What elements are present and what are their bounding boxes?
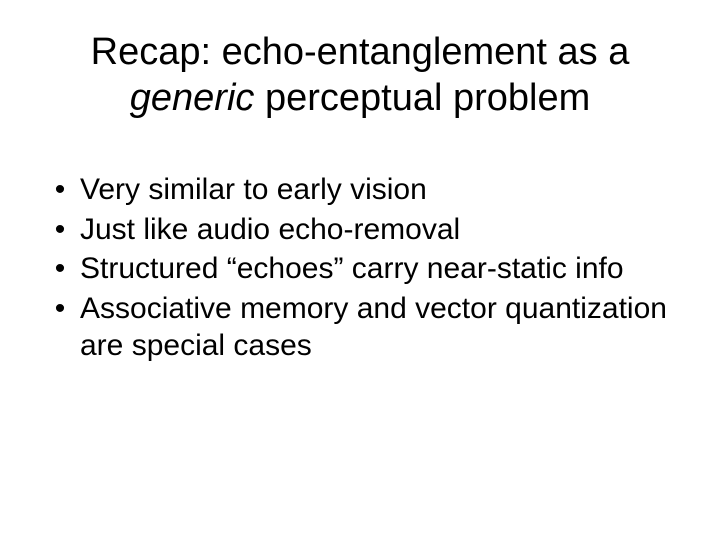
bullet-text: Associative memory and vector quantizati…: [80, 290, 680, 365]
list-item: • Associative memory and vector quantiza…: [40, 290, 680, 365]
title-line1: Recap: echo-entanglement as a: [91, 31, 630, 73]
bullet-text: Very similar to early vision: [80, 171, 680, 209]
title-line2-rest: perceptual problem: [254, 77, 590, 119]
bullet-list: • Very similar to early vision • Just li…: [40, 171, 680, 365]
list-item: • Just like audio echo-removal: [40, 211, 680, 249]
bullet-icon: •: [40, 211, 80, 249]
list-item: • Very similar to early vision: [40, 171, 680, 209]
list-item: • Structured “echoes” carry near-static …: [40, 250, 680, 288]
title-italic-word: generic: [130, 77, 255, 119]
bullet-icon: •: [40, 290, 80, 328]
bullet-icon: •: [40, 250, 80, 288]
slide: Recap: echo-entanglement as a generic pe…: [0, 0, 720, 540]
slide-title: Recap: echo-entanglement as a generic pe…: [60, 30, 660, 121]
bullet-icon: •: [40, 171, 80, 209]
bullet-text: Structured “echoes” carry near-static in…: [80, 250, 680, 288]
bullet-text: Just like audio echo-removal: [80, 211, 680, 249]
